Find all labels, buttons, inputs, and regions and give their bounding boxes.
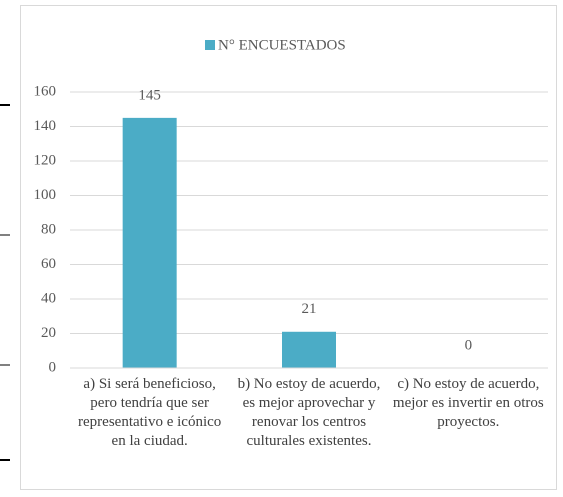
y-tick-label: 80 — [41, 221, 56, 237]
y-tick-label: 60 — [41, 256, 56, 272]
bar — [282, 331, 336, 368]
data-label: 0 — [465, 337, 473, 353]
y-tick-label: 120 — [34, 152, 57, 168]
y-tick-label: 160 — [34, 83, 57, 99]
x-tick-label: a) Si será beneficioso, pero tendría que… — [78, 376, 222, 449]
legend-swatch — [205, 40, 215, 50]
data-label: 145 — [138, 87, 161, 103]
y-tick-label: 140 — [34, 118, 57, 134]
y-tick-label: 40 — [41, 290, 56, 306]
chart-border — [20, 5, 557, 490]
y-tick-label: 100 — [34, 187, 57, 203]
x-tick-label: b) No estoy de acuerdo, es mejor aprovec… — [237, 376, 381, 449]
legend-label: N° ENCUESTADOS — [218, 37, 346, 53]
y-tick-label: 20 — [41, 325, 56, 341]
bar — [122, 117, 177, 368]
y-tick-label: 0 — [49, 359, 57, 375]
data-label: 21 — [302, 301, 317, 317]
x-tick-label: c) No estoy de acuerdo, mejor es inverti… — [392, 376, 544, 430]
